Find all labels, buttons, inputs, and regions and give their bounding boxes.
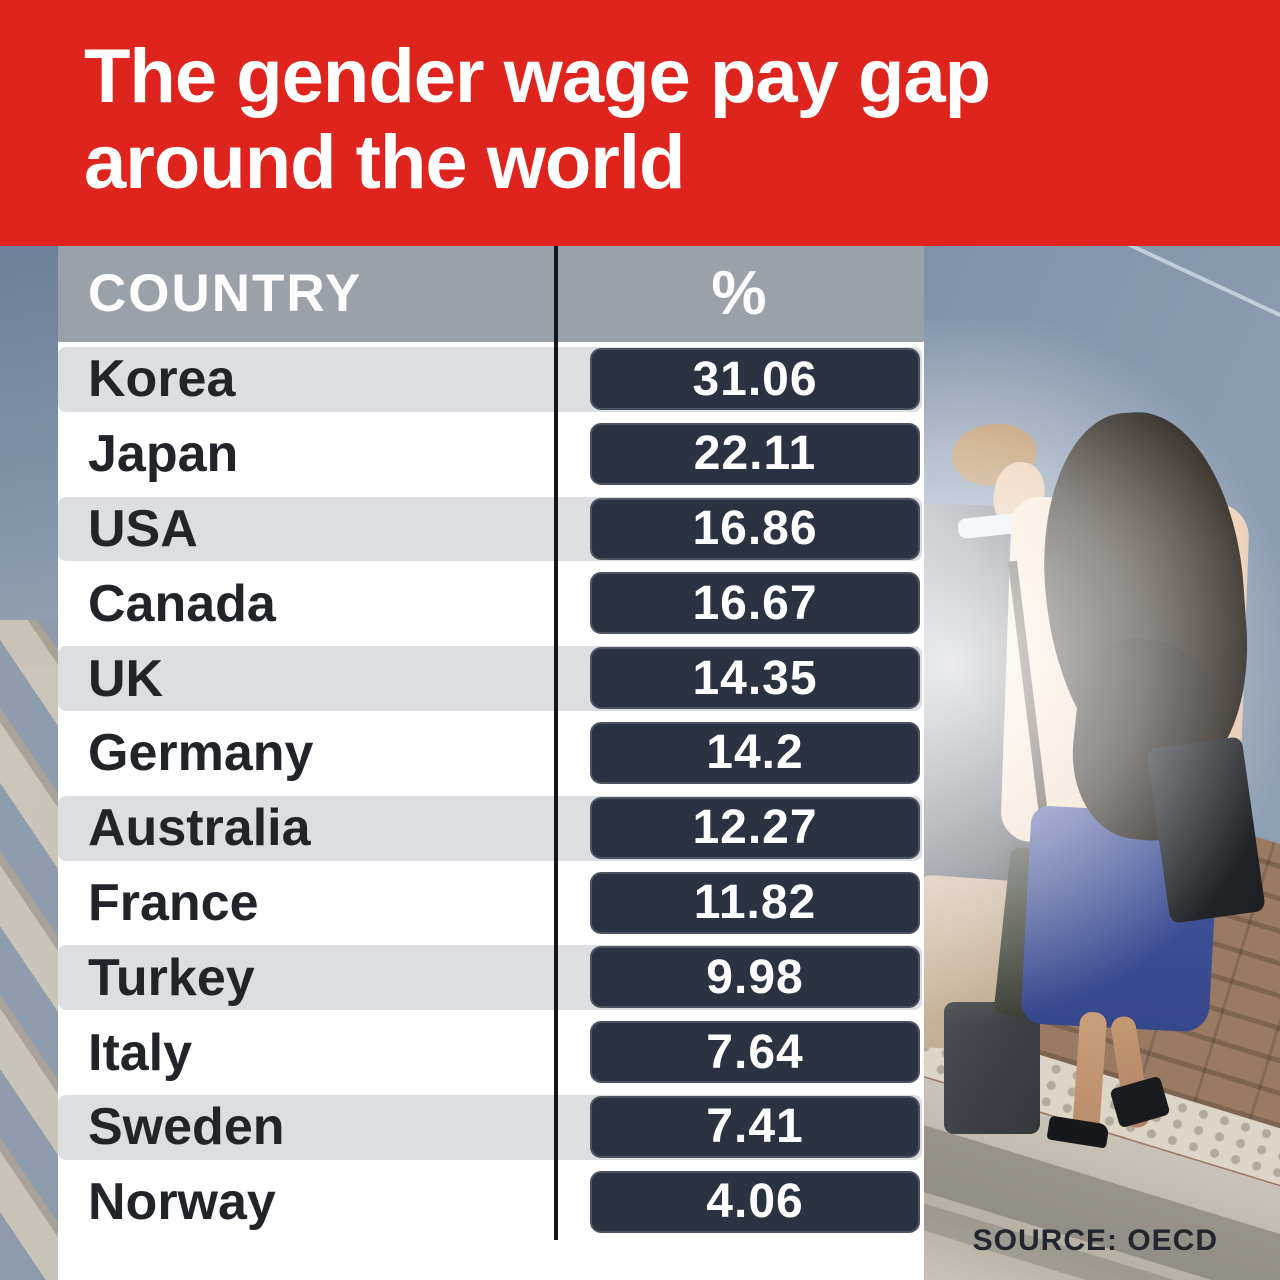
country-label: USA	[88, 499, 198, 558]
value-label: 14.2	[706, 726, 804, 780]
table-row: Korea 31.06	[58, 342, 924, 417]
table-row: Italy 7.64	[58, 1015, 924, 1090]
value-pill: 12.27	[590, 796, 920, 859]
value-pill: 16.67	[590, 572, 920, 635]
value-pill: 9.98	[590, 946, 920, 1009]
table-row: USA 16.86	[58, 492, 924, 567]
page-title: The gender wage pay gap around the world	[84, 34, 991, 206]
value-pill: 7.41	[590, 1095, 920, 1158]
data-table-panel: COUNTRY % Korea 31.06 Japan 22.11 USA 16.86 Ca…	[58, 246, 924, 1280]
value-label: 12.27	[692, 801, 818, 855]
value-pill: 31.06	[590, 348, 920, 410]
country-label: Japan	[88, 425, 239, 484]
photo-left-road	[0, 246, 60, 666]
country-label: Australia	[88, 799, 311, 858]
table-body: Korea 31.06 Japan 22.11 USA 16.86 Canada 16.67 U…	[58, 342, 924, 1240]
column-header-country: COUNTRY	[88, 264, 363, 323]
page-title-line1: The gender wage pay gap	[84, 34, 991, 119]
table-row: Japan 22.11	[58, 417, 924, 492]
value-label: 31.06	[692, 352, 818, 406]
value-pill: 14.35	[590, 647, 920, 710]
value-pill: 14.2	[590, 721, 920, 784]
value-label: 22.11	[693, 427, 817, 481]
value-pill: 22.11	[590, 422, 920, 485]
value-label: 7.64	[706, 1025, 804, 1079]
table-row: France 11.82	[58, 866, 924, 941]
country-label: France	[88, 873, 259, 932]
column-divider-line	[554, 246, 558, 1240]
table-row: Canada 16.67	[58, 566, 924, 641]
country-label: Germany	[88, 724, 314, 783]
page-title-line2: around the world	[84, 119, 685, 205]
value-label: 14.35	[692, 651, 818, 705]
country-label: Turkey	[88, 948, 255, 1007]
country-label: Korea	[88, 350, 236, 409]
table-row: Sweden 7.41	[58, 1090, 924, 1165]
value-pill: 16.86	[590, 497, 920, 560]
value-label: 16.67	[692, 576, 818, 630]
country-label: UK	[88, 649, 164, 708]
photo-left-steps	[0, 620, 60, 1280]
country-label: Italy	[88, 1023, 193, 1082]
value-label: 11.82	[693, 876, 817, 930]
table-header-row: COUNTRY %	[58, 246, 924, 342]
table-row: Germany 14.2	[58, 716, 924, 791]
table-row: Australia 12.27	[58, 791, 924, 866]
value-label: 7.41	[706, 1100, 804, 1154]
value-label: 9.98	[706, 950, 804, 1004]
table-row: Turkey 9.98	[58, 940, 924, 1015]
column-header-percent: %	[711, 259, 767, 328]
table-row: UK 14.35	[58, 641, 924, 716]
value-label: 16.86	[692, 502, 818, 556]
table-row: Norway 4.06	[58, 1165, 924, 1240]
country-label: Sweden	[88, 1098, 285, 1157]
value-pill: 7.64	[590, 1021, 920, 1084]
country-label: Norway	[88, 1173, 276, 1232]
country-label: Canada	[88, 574, 276, 633]
title-banner: The gender wage pay gap around the world	[0, 0, 1280, 246]
source-credit: SOURCE: OECD	[972, 1224, 1218, 1257]
value-label: 4.06	[706, 1175, 804, 1229]
value-pill: 11.82	[590, 871, 920, 934]
value-pill: 4.06	[590, 1170, 920, 1233]
